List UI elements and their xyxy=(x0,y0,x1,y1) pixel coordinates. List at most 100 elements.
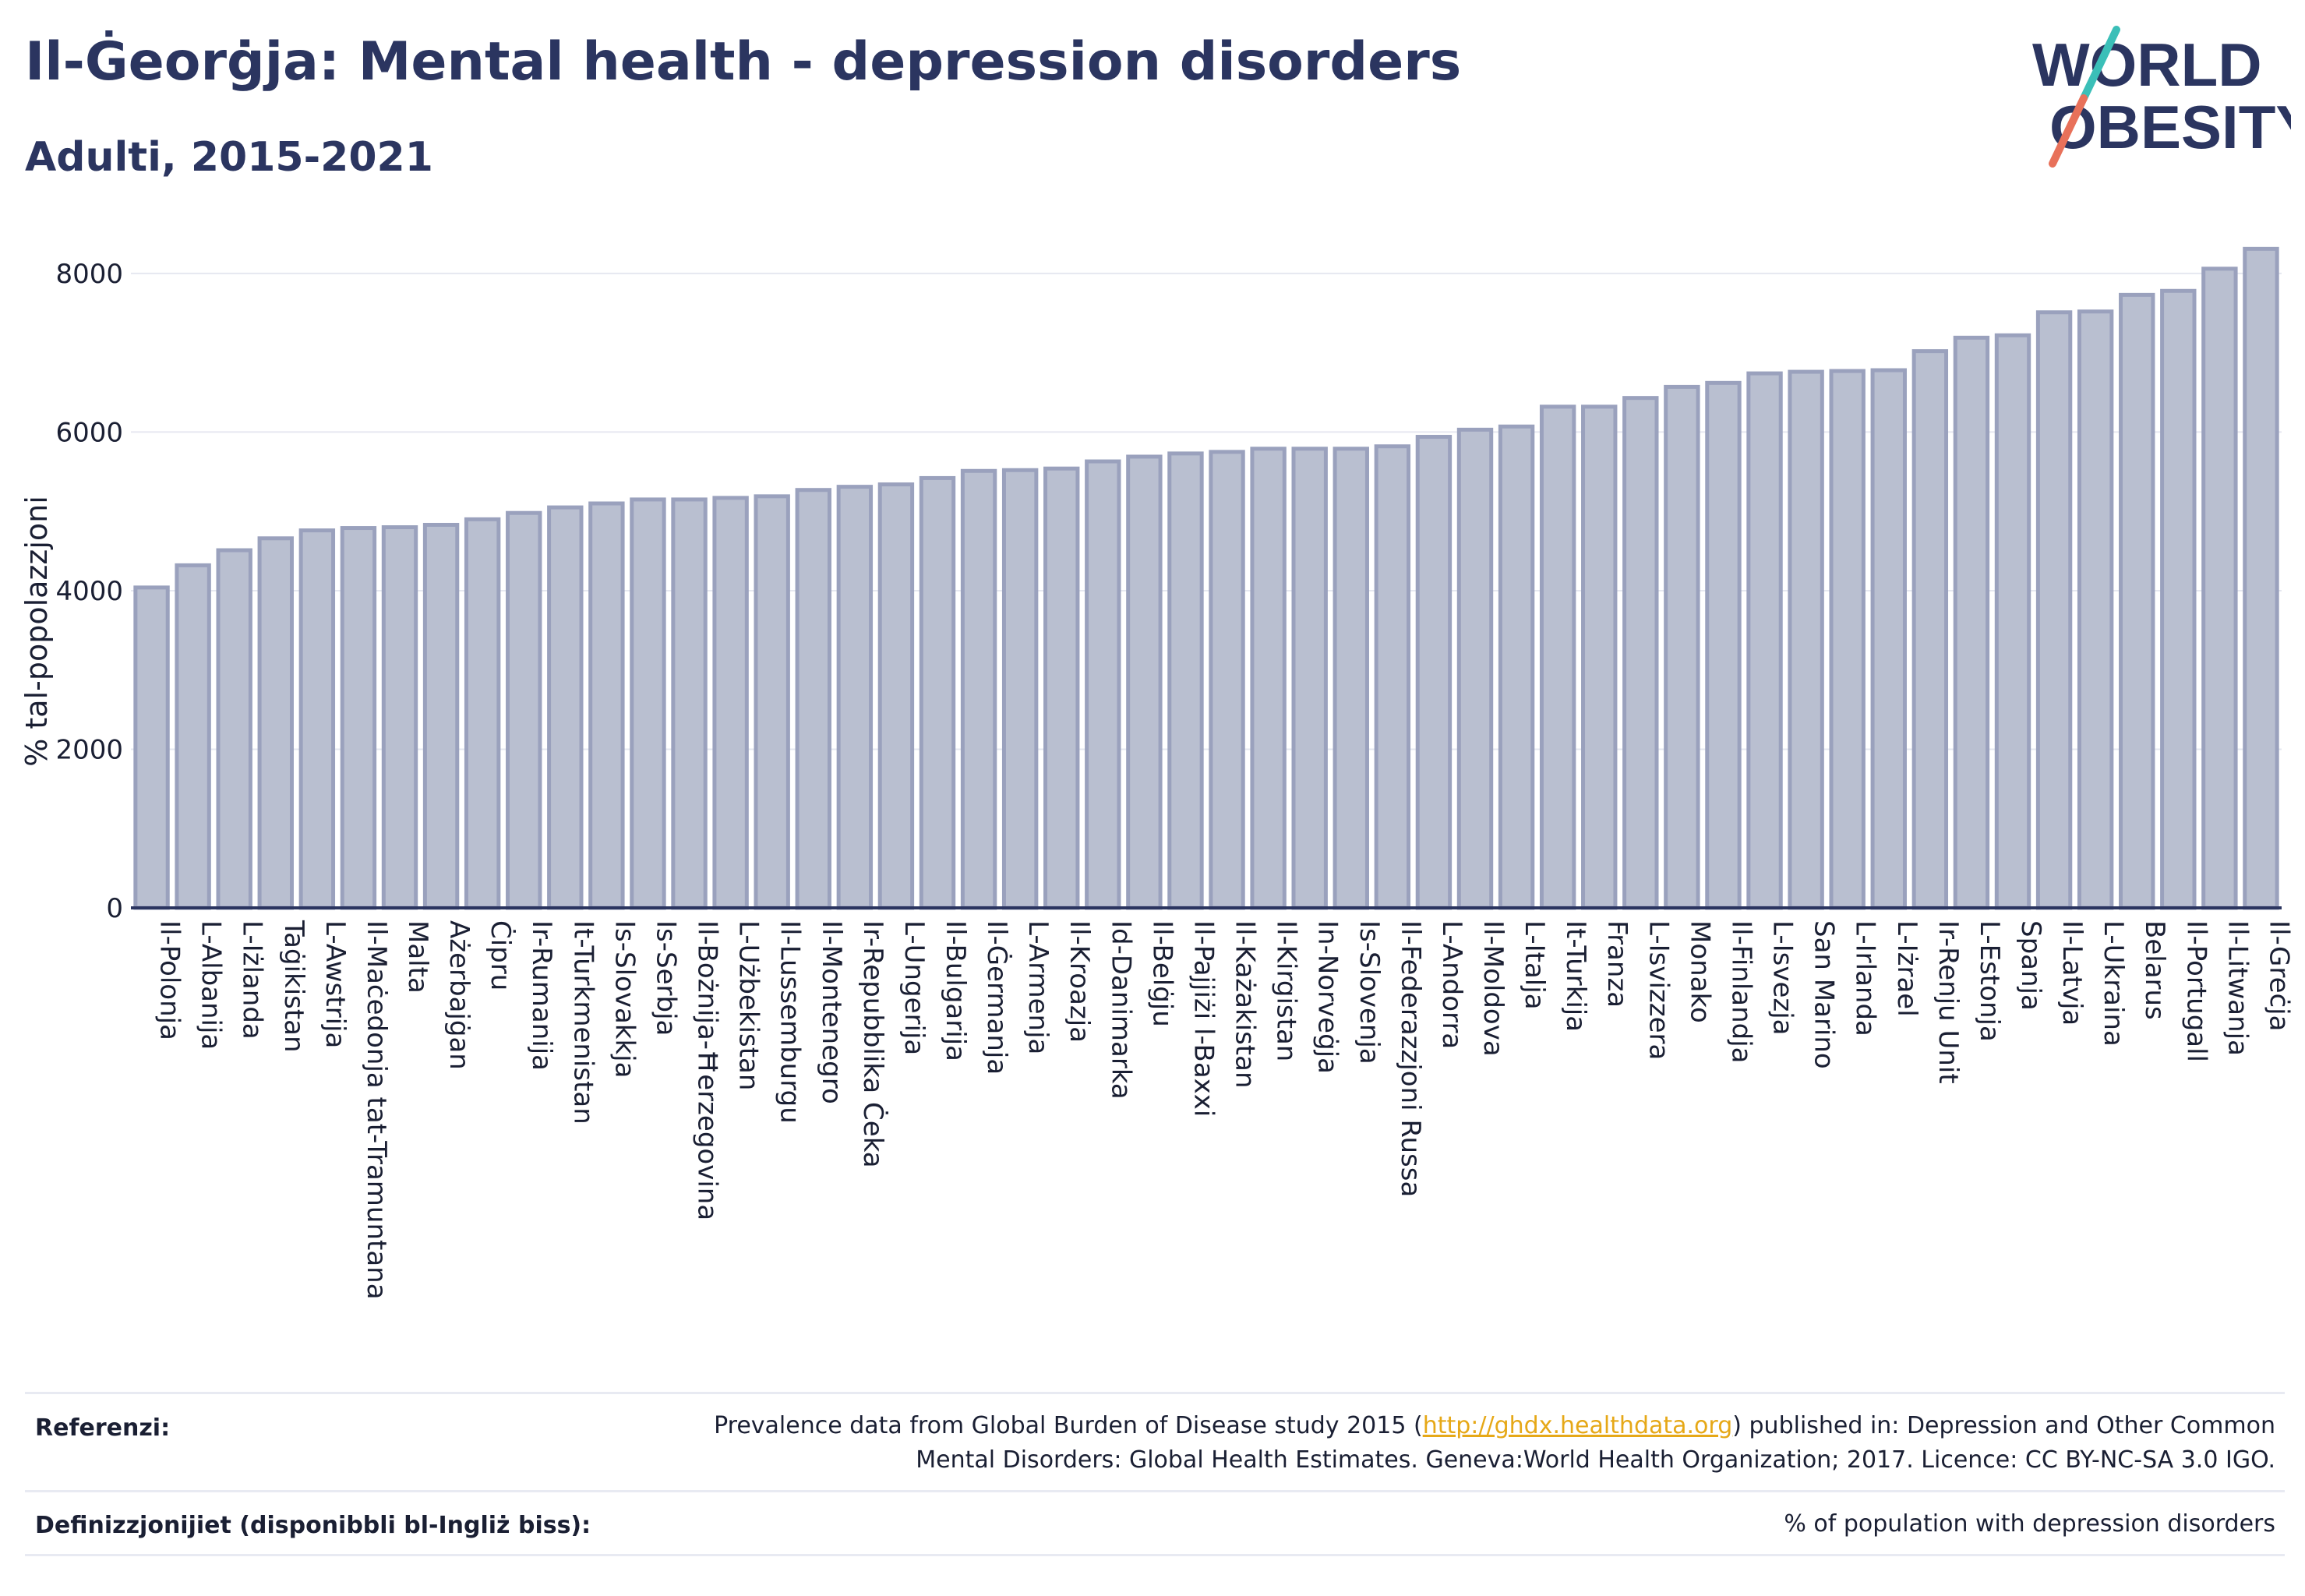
bar[interactable] xyxy=(2035,310,2073,910)
bar[interactable] xyxy=(1581,404,1618,910)
y-tick-label: 8000 xyxy=(55,259,123,290)
chart-title: Il-Ġeorġja: Mental health - depression d… xyxy=(25,31,1462,93)
bar[interactable] xyxy=(1498,424,1535,910)
x-tick-label: Is-Slovenja xyxy=(1354,920,1385,1065)
x-tick-labels: Il-Polonja L-Albanija L-Iżlanda Taġikistan L… xyxy=(154,920,2295,1300)
x-tick-label: L-Albanija xyxy=(196,920,227,1050)
bar[interactable] xyxy=(1829,369,1866,910)
bar[interactable] xyxy=(1043,466,1080,910)
bar[interactable] xyxy=(1622,396,1659,910)
bar[interactable] xyxy=(381,525,418,910)
bar[interactable] xyxy=(464,517,501,910)
bar[interactable] xyxy=(1539,404,1576,910)
footer-divider-top xyxy=(25,1392,2285,1394)
bar[interactable] xyxy=(506,510,542,910)
x-tick-label: L-Isvezja xyxy=(1767,920,1798,1036)
bar[interactable] xyxy=(1788,369,1824,910)
x-tick-label: L-Isvizzera xyxy=(1643,920,1674,1060)
x-tick-label: Monako xyxy=(1684,920,1715,1023)
x-tick-label: L-Estonja xyxy=(1974,920,2005,1042)
x-tick-label: Il-Montenegro xyxy=(816,920,847,1104)
chart-subtitle: Adulti, 2015-2021 xyxy=(25,134,433,181)
x-tick-label: Il-Polonja xyxy=(154,920,185,1040)
x-tick-label: L-Awstrija xyxy=(319,920,351,1048)
x-tick-label: Il-Pajjiżi l-Baxxi xyxy=(1188,920,1219,1117)
bar[interactable] xyxy=(422,522,460,910)
references-label: Referenzi: xyxy=(35,1414,171,1442)
bar[interactable] xyxy=(630,497,666,910)
bar[interactable] xyxy=(2160,288,2197,910)
bar[interactable] xyxy=(1167,451,1204,910)
bar[interactable] xyxy=(712,496,749,910)
bar[interactable] xyxy=(795,488,831,910)
x-tick-label: L-Ungerija xyxy=(898,920,930,1055)
x-tick-label: Il-Moldova xyxy=(1477,920,1509,1057)
bar[interactable] xyxy=(133,585,170,910)
bar[interactable] xyxy=(1085,459,1121,910)
logo-word-obesity: OBESITY xyxy=(2049,93,2291,161)
x-tick-label: Il-Bożnija-Ħerzegovina xyxy=(692,920,723,1220)
x-tick-label: It-Turkmenistan xyxy=(567,920,598,1125)
bar[interactable] xyxy=(1911,349,1949,910)
footer-divider-middle xyxy=(25,1490,2285,1492)
x-tick-label: Ir-Repubblika Ċeka xyxy=(857,920,889,1168)
x-tick-label: Il-Greċja xyxy=(2263,920,2294,1031)
x-tick-label: Il-Każakistan xyxy=(1230,920,1261,1089)
bar[interactable] xyxy=(2119,292,2155,910)
bar[interactable] xyxy=(1415,435,1453,910)
bar[interactable] xyxy=(960,468,997,910)
bar[interactable] xyxy=(1333,447,1369,910)
bar[interactable] xyxy=(298,528,336,910)
bars xyxy=(133,246,2279,910)
bar[interactable] xyxy=(1705,380,1742,910)
bar[interactable] xyxy=(340,526,377,910)
bar[interactable] xyxy=(1374,444,1411,910)
x-tick-label: L-Iżrael xyxy=(1891,920,1922,1017)
x-tick-label: Il-Latvja xyxy=(2056,920,2088,1026)
x-tick-label: Malta xyxy=(402,920,433,994)
bar[interactable] xyxy=(919,475,956,910)
x-tick-label: Spanja xyxy=(2015,920,2046,1011)
x-tick-label: Il-Kirgistan xyxy=(1271,920,1302,1061)
x-tick-label: Il-Ġermanja xyxy=(981,920,1013,1075)
bar[interactable] xyxy=(257,536,294,910)
x-tick-label: San Marino xyxy=(1809,920,1840,1069)
bar[interactable] xyxy=(836,485,874,910)
bar[interactable] xyxy=(1126,454,1163,910)
bar[interactable] xyxy=(1746,371,1783,910)
bar[interactable] xyxy=(1001,468,1039,910)
x-tick-label: Il-Kroazja xyxy=(1064,920,1095,1043)
x-tick-label: Il-Federazzjoni Russa xyxy=(1395,920,1426,1197)
x-tick-label: Il-Finlandja xyxy=(1725,920,1756,1064)
bar[interactable] xyxy=(2243,246,2279,910)
x-tick-label: Ir-Rumanija xyxy=(526,920,557,1071)
bar[interactable] xyxy=(754,494,790,910)
references-text-end: ) published in: Depression and Other Com… xyxy=(1732,1412,2275,1439)
bar[interactable] xyxy=(175,563,211,910)
x-tick-label: Franza xyxy=(1601,920,1633,1008)
definitions-text: % of population with depression disorder… xyxy=(1784,1510,2275,1538)
bar[interactable] xyxy=(1209,450,1245,910)
bar[interactable] xyxy=(877,482,915,910)
bar[interactable] xyxy=(588,501,625,910)
bar[interactable] xyxy=(1456,427,1494,910)
y-tick-label: 6000 xyxy=(55,417,123,448)
bar[interactable] xyxy=(1664,384,1700,910)
x-tick-label: Is-Slovakkja xyxy=(609,920,640,1078)
bar[interactable] xyxy=(1994,333,2031,910)
x-tick-label: Il-Maċedonja tat-Tramuntana xyxy=(361,920,392,1300)
bar[interactable] xyxy=(1291,447,1328,910)
bar[interactable] xyxy=(1870,368,1907,910)
bar[interactable] xyxy=(2077,309,2114,910)
bar[interactable] xyxy=(671,497,708,910)
bar[interactable] xyxy=(216,548,252,910)
bar[interactable] xyxy=(547,505,584,910)
bar[interactable] xyxy=(1953,335,1990,910)
x-tick-label: Taġikistan xyxy=(278,920,309,1053)
bar[interactable] xyxy=(1250,447,1287,910)
x-tick-label: L-Irlanda xyxy=(1850,920,1881,1036)
world-obesity-logo: WORLD OBESITY xyxy=(2032,26,2291,168)
x-tick-label: Il-Portugall xyxy=(2180,920,2211,1062)
bar[interactable] xyxy=(2201,267,2238,910)
references-link[interactable]: http://ghdx.healthdata.org xyxy=(1422,1412,1733,1439)
